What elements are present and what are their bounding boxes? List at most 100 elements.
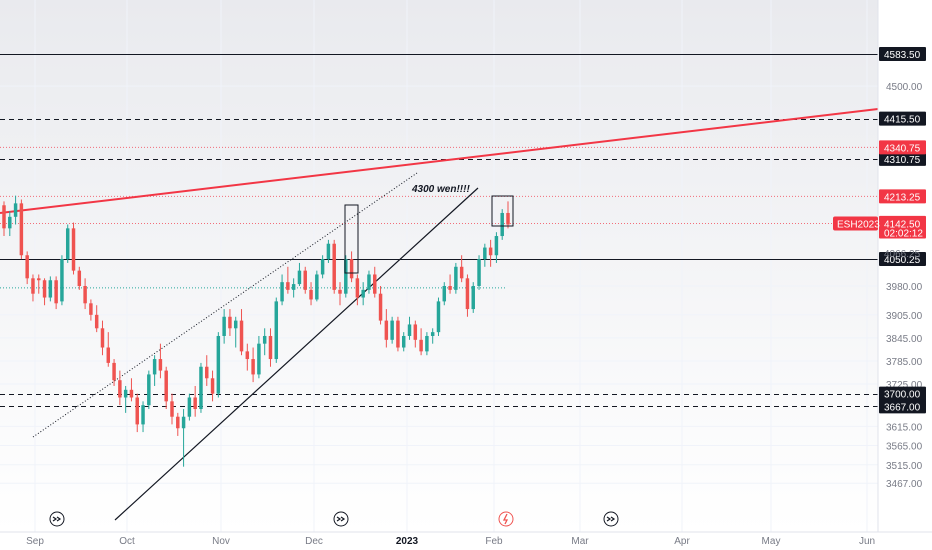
price-badge: 4213.25	[879, 189, 926, 204]
candle-body	[135, 397, 139, 425]
grid-lines	[0, 0, 878, 532]
candle-body	[129, 389, 134, 398]
candle-body	[245, 351, 250, 360]
candle-body	[8, 216, 12, 229]
candle-body	[222, 316, 226, 336]
candle-body	[187, 397, 192, 417]
time-tick-label: Apr	[674, 536, 690, 547]
candle-body	[390, 320, 394, 340]
time-tick-label: 2023	[396, 536, 419, 547]
candle-body	[274, 301, 279, 360]
candle-body	[112, 362, 116, 381]
badge-bg	[879, 399, 926, 414]
badge-bg	[879, 140, 926, 155]
candle-body	[465, 278, 470, 310]
candle-body	[60, 259, 64, 302]
earnings-marker-icon[interactable]	[498, 511, 514, 527]
candle-body	[251, 359, 255, 375]
candle-body	[338, 289, 342, 294]
candle-body	[419, 339, 423, 352]
price-badges: 4583.50 4415.50 4310.75 4050.25 3700.003667.…	[833, 47, 926, 414]
candle-body	[280, 282, 284, 302]
candle-body	[239, 320, 244, 352]
candle-body	[216, 335, 221, 394]
candle-body	[268, 335, 273, 360]
candle-body	[2, 205, 6, 229]
candle-body	[106, 347, 111, 363]
gradient-fill	[0, 0, 878, 532]
event-markers[interactable]	[49, 511, 619, 527]
price-axis[interactable]: 4500.00 3980.00 3905.00 3845.00 3785.00 3725.…	[886, 82, 923, 490]
badge-text: 4050.25	[884, 255, 921, 266]
candle-body	[506, 212, 510, 225]
candle-body	[65, 228, 70, 260]
badge-text: 4340.75	[884, 143, 921, 154]
candle-body	[448, 286, 452, 290]
candle-body	[42, 280, 47, 298]
last-price-bg	[879, 216, 926, 239]
red-trendline	[0, 108, 879, 214]
candle-body	[349, 259, 354, 279]
candle-body	[94, 314, 99, 329]
symbol-tag-text: ESH2023	[837, 220, 880, 231]
candle-body	[315, 274, 319, 300]
candle-body	[384, 320, 389, 340]
candle-body	[262, 335, 267, 344]
price-tick-label: 4500.00	[886, 82, 923, 93]
price-tick-label: 3785.00	[886, 357, 923, 368]
badge-text: 4213.25	[884, 192, 921, 203]
candle-body	[77, 270, 82, 287]
badge-bg	[879, 252, 926, 266]
price-tick-label: 3845.00	[886, 334, 923, 345]
badge-bg	[879, 386, 926, 401]
candle-body	[193, 397, 197, 410]
candle-body	[378, 293, 383, 321]
badge-text: 4310.75	[884, 155, 921, 166]
time-tick-label: Nov	[212, 536, 230, 547]
candle-body	[205, 366, 209, 379]
candle-body	[407, 324, 412, 336]
badge-bg	[879, 189, 926, 204]
level-price-badge: 4583.50	[879, 47, 926, 61]
support-trendline	[114, 187, 479, 521]
symbol-tag-bg	[833, 216, 878, 231]
time-axis[interactable]: Sep Oct Nov Dec 2023 Feb Mar Apr May Jun	[26, 536, 875, 547]
candle-body	[494, 236, 499, 256]
candle-body	[303, 270, 307, 290]
candle-body	[83, 286, 87, 304]
candle-body	[297, 270, 302, 285]
candle-body	[228, 316, 232, 329]
candles	[2, 195, 510, 467]
annotation-text: 4300 wen!!!!	[411, 184, 470, 195]
candle-body	[332, 243, 336, 290]
price-tick-label: 3565.00	[886, 442, 923, 453]
event-marker-icon[interactable]	[49, 511, 65, 527]
level-price-badge: 3667.00	[879, 399, 926, 414]
countdown-text: 02:02:12	[884, 229, 923, 240]
event-marker-icon[interactable]	[333, 511, 349, 527]
forward-icon	[52, 516, 62, 522]
time-tick-label: Mar	[571, 536, 589, 547]
price-tick-label: 3615.00	[886, 422, 923, 433]
candle-body	[355, 278, 360, 298]
badge-text: 4415.50	[884, 115, 921, 126]
time-tick-label: Jun	[859, 536, 875, 547]
price-badge: 4340.75	[879, 140, 926, 155]
candle-body	[436, 301, 441, 333]
candle-body	[373, 274, 377, 294]
candle-body	[19, 203, 24, 256]
candle-body	[118, 380, 122, 398]
forward-icon	[336, 516, 346, 522]
price-tick-label: 3725.00	[886, 380, 923, 391]
event-marker-icon[interactable]	[603, 511, 619, 527]
highlight-box-feb	[491, 195, 514, 227]
candle-body	[199, 366, 203, 410]
candle-body	[25, 255, 29, 279]
candle-body	[89, 303, 93, 315]
badge-bg	[879, 151, 926, 166]
candle-body	[430, 332, 435, 336]
highlight-boxes	[344, 195, 514, 274]
candle-body	[141, 405, 145, 425]
